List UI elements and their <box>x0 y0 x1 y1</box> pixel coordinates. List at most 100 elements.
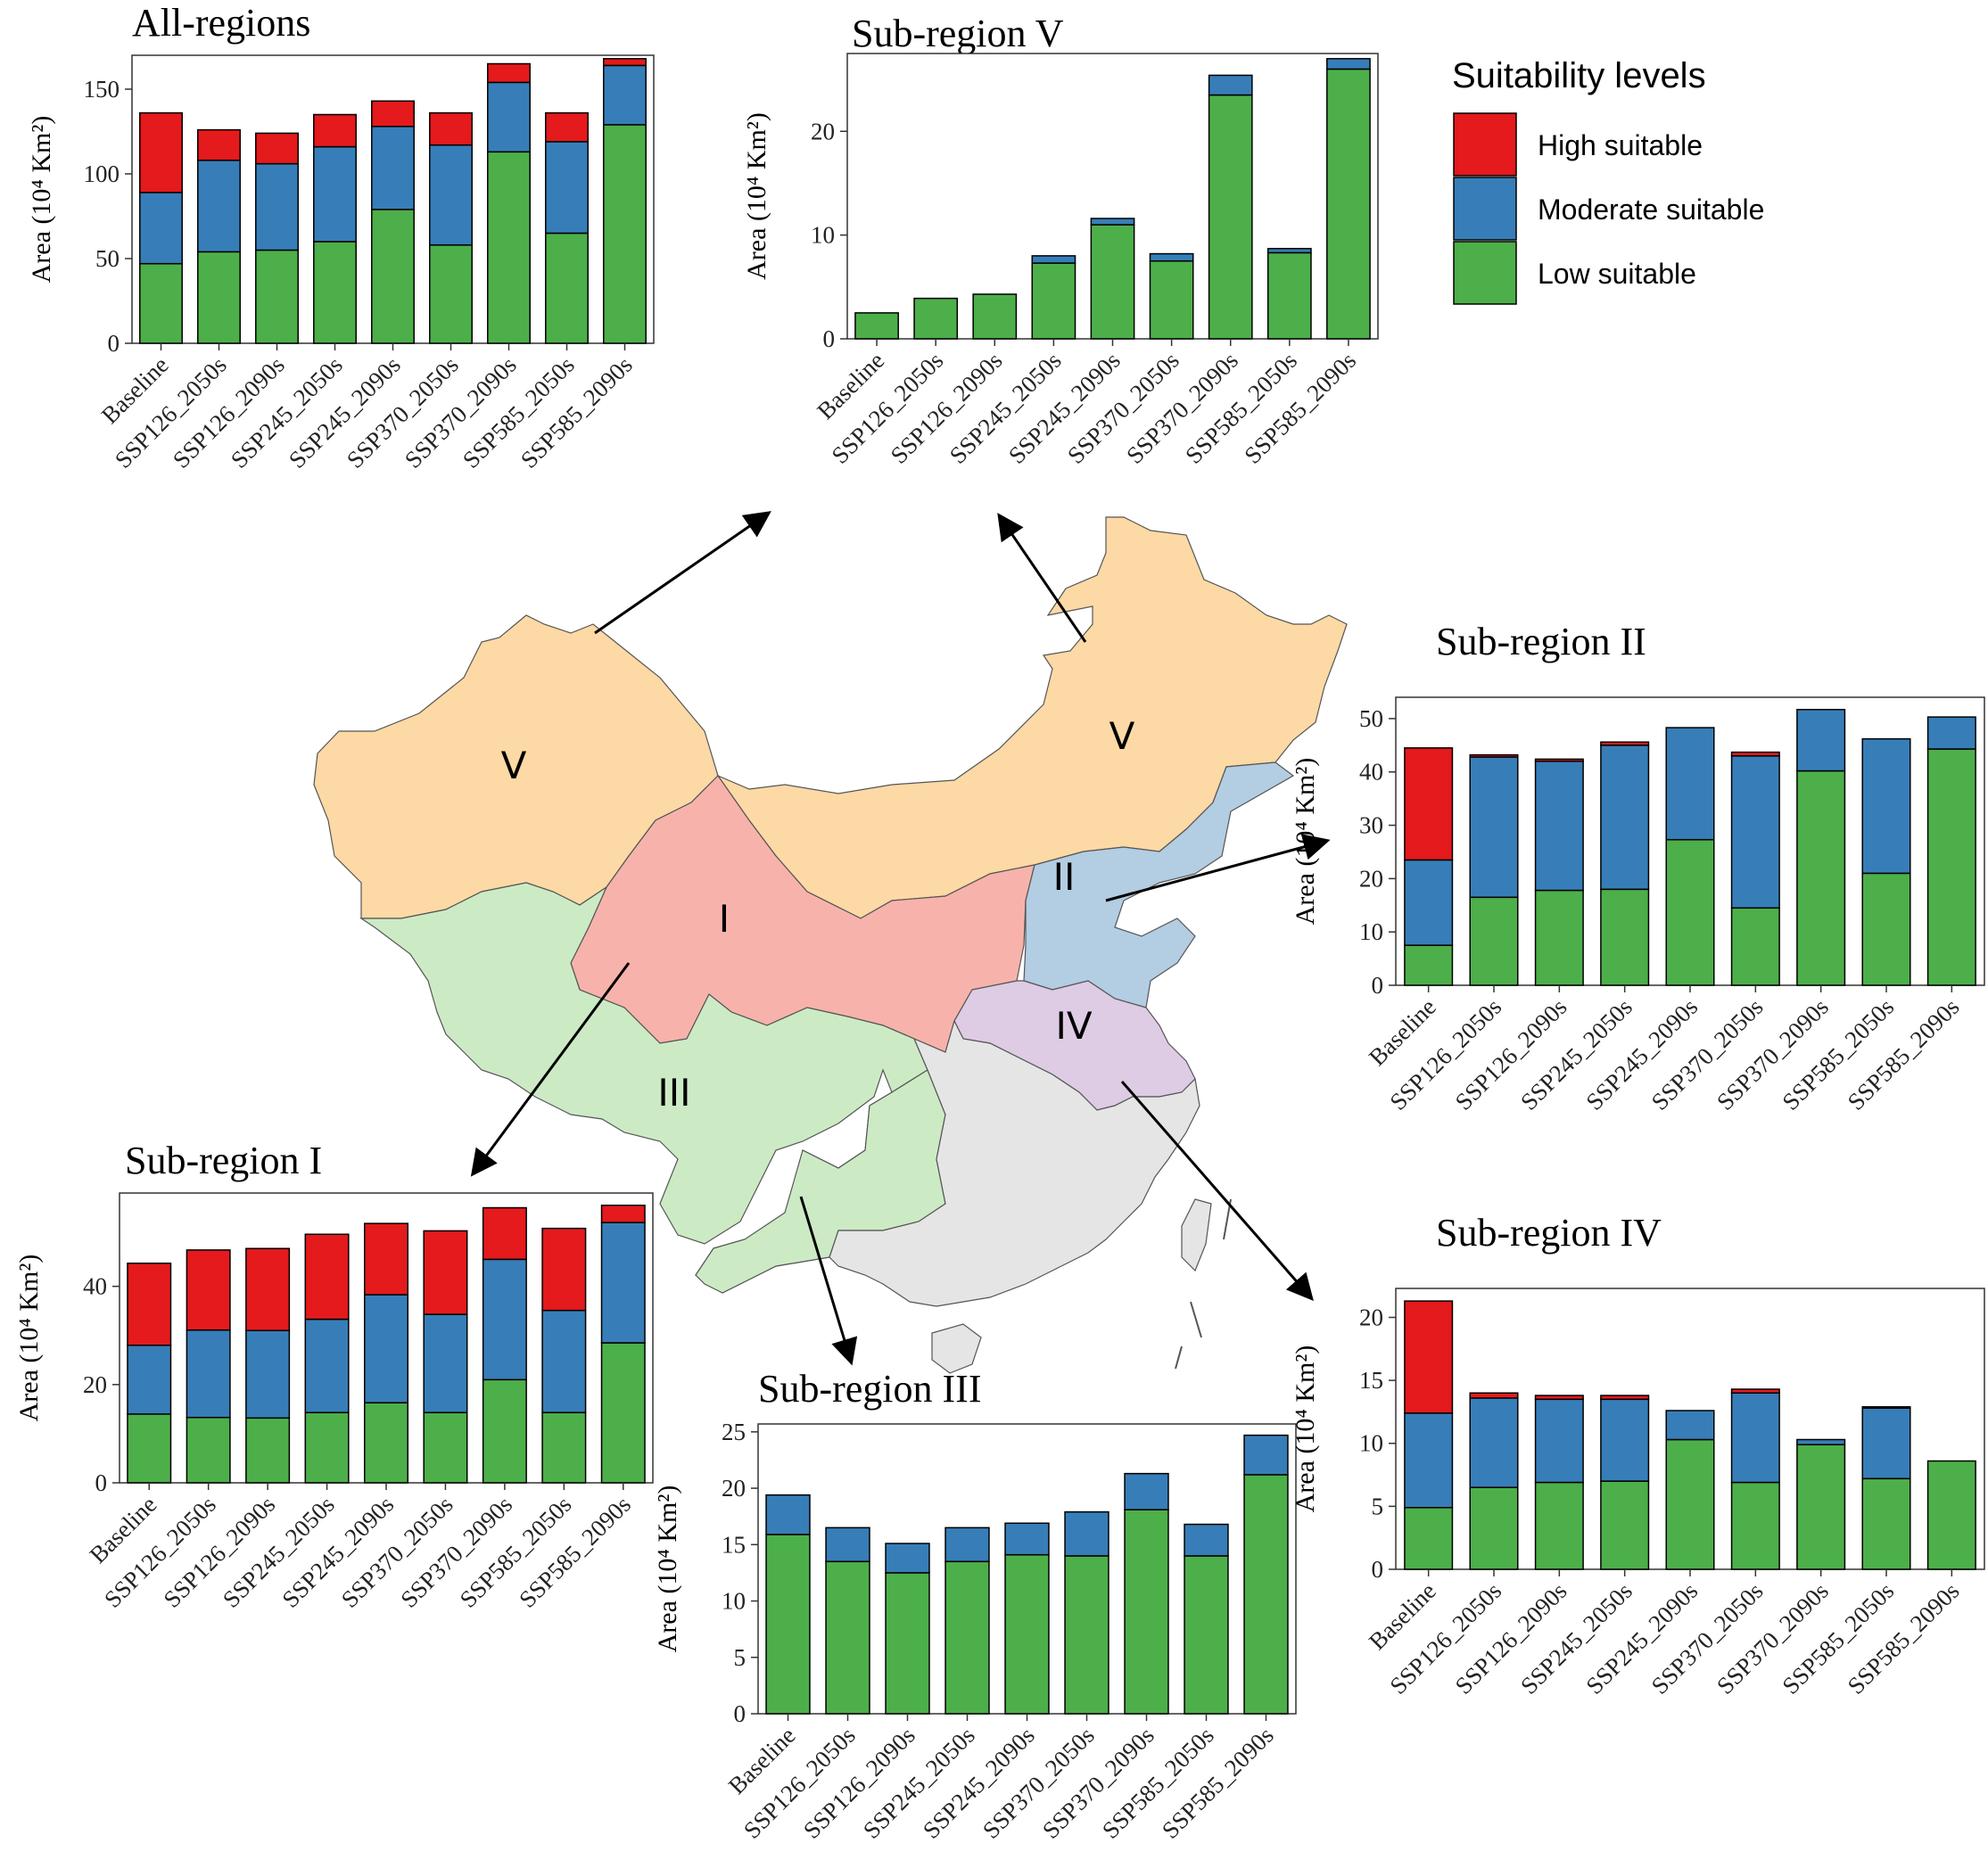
map-hainan-island <box>931 1323 982 1374</box>
bar-segment-low-suitable <box>1534 1481 1584 1570</box>
map-region-v-east <box>716 516 1348 919</box>
bar-segment-high-suitable <box>603 58 647 67</box>
bar-segment-moderate-suitable <box>1031 255 1076 264</box>
bar-segment-low-suitable <box>1861 1477 1911 1570</box>
bar-segment-moderate-suitable <box>186 1329 231 1419</box>
chart-title: Sub-region II <box>1436 620 1646 663</box>
y-tick-label: 5 <box>734 1644 747 1671</box>
bar-segment-moderate-suitable <box>1534 1398 1584 1484</box>
bar-segment-low-suitable <box>1730 907 1780 986</box>
bar-segment-moderate-suitable <box>1861 1407 1911 1480</box>
bar-segment-high-suitable <box>1600 1395 1650 1401</box>
bar-segment-low-suitable <box>1404 1507 1454 1570</box>
bar-segment-low-suitable <box>363 1402 409 1484</box>
bar-segment-moderate-suitable <box>603 64 647 126</box>
bar-segment-low-suitable <box>313 241 357 344</box>
bar-segment-moderate-suitable <box>1861 737 1911 875</box>
bar-segment-high-suitable <box>313 113 357 148</box>
y-tick-label: 40 <box>83 1273 107 1300</box>
bar-segment-high-suitable <box>1730 751 1780 757</box>
bar-segment-moderate-suitable <box>255 162 299 251</box>
bar-segment-high-suitable <box>304 1233 350 1321</box>
bar-segment-low-suitable <box>1926 748 1976 986</box>
bar-segment-low-suitable <box>1796 769 1846 986</box>
y-tick-label: 20 <box>1359 1304 1383 1330</box>
bar-segment-low-suitable <box>1600 1480 1650 1570</box>
bar-segment-high-suitable <box>423 1230 468 1315</box>
legend-swatch <box>1453 241 1517 305</box>
y-tick-label: 40 <box>1359 759 1383 786</box>
bar-segment-moderate-suitable <box>1404 1412 1454 1509</box>
bar-segment-low-suitable <box>913 297 959 340</box>
arrow-to-sub-region-iv <box>1120 1081 1314 1302</box>
bar-segment-low-suitable <box>603 124 647 344</box>
bar-segment-moderate-suitable <box>1534 761 1584 892</box>
bar-segment-low-suitable <box>1326 68 1371 340</box>
legend-swatch <box>1453 177 1517 241</box>
bar-segment-high-suitable <box>1730 1388 1780 1394</box>
bar-segment-low-suitable <box>1861 872 1911 986</box>
bar-segment-high-suitable <box>545 111 589 143</box>
bar-segment-moderate-suitable <box>1926 716 1976 750</box>
bar-segment-low-suitable <box>1796 1444 1846 1570</box>
y-tick-label: 50 <box>1359 705 1383 732</box>
bar-segment-moderate-suitable <box>1090 218 1135 226</box>
bar-segment-moderate-suitable <box>1665 727 1715 841</box>
bar-segment-moderate-suitable <box>304 1318 350 1413</box>
bar-segment-low-suitable <box>186 1416 231 1484</box>
bar-segment-moderate-suitable <box>482 1258 527 1381</box>
y-axis-label: Area (10⁴ Km²) <box>27 116 56 284</box>
y-tick-label: 10 <box>1359 918 1383 945</box>
bar-segment-moderate-suitable <box>1184 1523 1229 1557</box>
chart-title: Sub-region IV <box>1436 1211 1662 1255</box>
y-tick-label: 20 <box>83 1371 107 1398</box>
bar-segment-low-suitable <box>1926 1460 1976 1570</box>
chart-title: Sub-region III <box>758 1367 982 1411</box>
bar-segment-low-suitable <box>1243 1474 1289 1715</box>
bar-segment-high-suitable <box>487 62 531 84</box>
legend-swatch <box>1453 112 1517 177</box>
bar-segment-moderate-suitable <box>1243 1434 1289 1476</box>
bar-segment-low-suitable <box>139 262 183 344</box>
bar-segment-low-suitable <box>371 209 415 344</box>
legend-item-label: High suitable <box>1538 129 1703 161</box>
bar-segment-moderate-suitable <box>197 160 241 253</box>
bar-segment-moderate-suitable <box>1124 1472 1169 1510</box>
legend: Suitability levels High suitable Moderate… <box>1452 56 1764 305</box>
map-region-label: V <box>501 744 527 787</box>
map-region-label: IV <box>1055 1004 1092 1048</box>
bar-segment-low-suitable <box>1124 1509 1169 1715</box>
bar-segment-moderate-suitable <box>1665 1410 1715 1441</box>
bar-segment-moderate-suitable <box>825 1526 870 1563</box>
y-tick-label: 15 <box>722 1531 746 1558</box>
bar-segment-high-suitable <box>363 1222 409 1296</box>
bar-segment-high-suitable <box>197 128 241 161</box>
bar-segment-low-suitable <box>1031 262 1076 340</box>
chart-title: Sub-region I <box>125 1139 322 1182</box>
bar-segment-moderate-suitable <box>429 144 473 246</box>
bar-segment-moderate-suitable <box>423 1313 468 1413</box>
bar-segment-moderate-suitable <box>885 1543 930 1574</box>
bar-segment-moderate-suitable <box>600 1222 646 1344</box>
bar-segment-moderate-suitable <box>363 1294 409 1403</box>
bar-segment-moderate-suitable <box>1404 859 1454 946</box>
bar-segment-low-suitable <box>429 244 473 344</box>
bar-segment-low-suitable <box>482 1378 527 1484</box>
y-tick-label: 0 <box>108 330 120 357</box>
y-tick-label: 10 <box>722 1588 746 1615</box>
bar-segment-moderate-suitable <box>1469 756 1519 899</box>
map-island-line <box>1175 1345 1183 1370</box>
y-tick-label: 0 <box>1372 972 1384 999</box>
bar-segment-low-suitable <box>1004 1553 1050 1715</box>
y-tick-label: 20 <box>811 118 835 144</box>
bar-segment-high-suitable <box>482 1206 527 1261</box>
y-tick-label: 15 <box>1359 1367 1383 1394</box>
map-other-region <box>829 1019 1200 1307</box>
arrow-to-sub-region-i <box>470 962 631 1177</box>
bar-segment-moderate-suitable <box>1004 1522 1050 1556</box>
map-region-label: II <box>1053 855 1076 899</box>
